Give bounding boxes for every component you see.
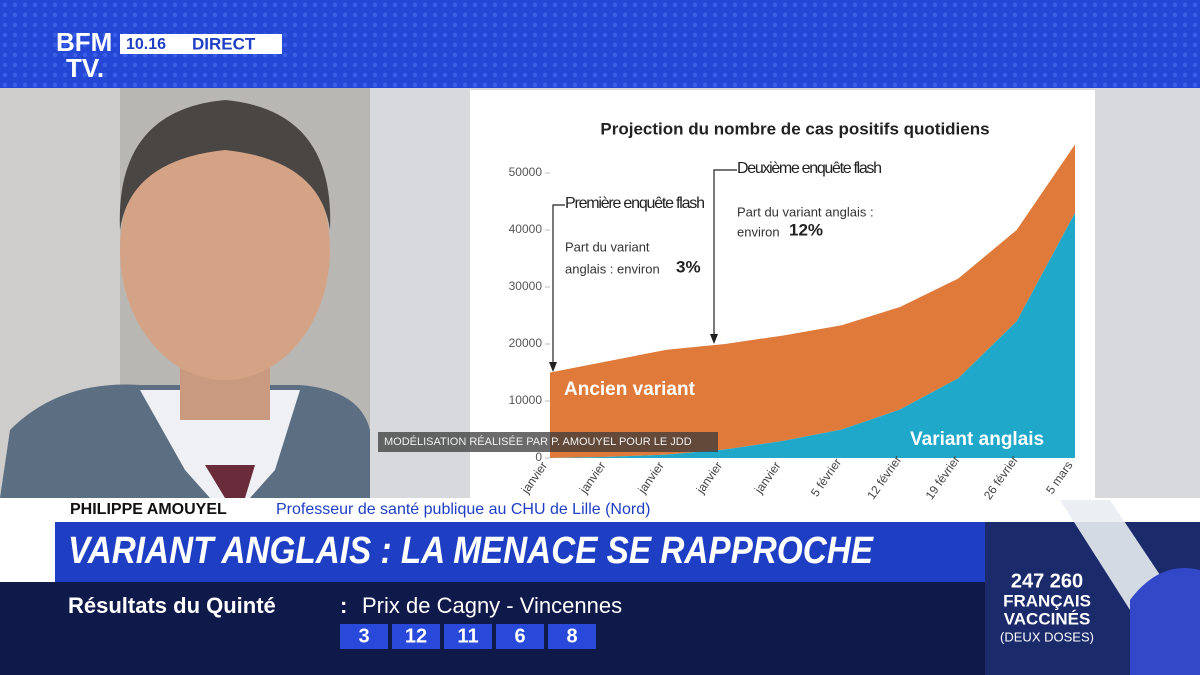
number-box (548, 624, 596, 649)
number-box (444, 624, 492, 649)
live-badge (120, 34, 282, 54)
number-box (496, 624, 544, 649)
headline-bar (55, 522, 985, 582)
race-number: 8 (566, 625, 577, 647)
vial (1060, 500, 1170, 610)
ticker-bar (0, 582, 985, 675)
status: DIRECT (192, 34, 256, 53)
caption: MODÉLISATION RÉALISÉE PAR P. AMOUYEL POU… (384, 435, 692, 448)
arrow-head (710, 334, 718, 344)
race-number: 11 (457, 625, 478, 647)
hair (119, 100, 331, 230)
ticker-race: Prix de Cagny - Vincennes (362, 593, 622, 618)
annotation-share: 3% (676, 257, 701, 276)
series-label: Ancien variant (564, 379, 696, 400)
number-box (392, 624, 440, 649)
area (550, 212, 1075, 458)
race-number: 12 (405, 625, 427, 647)
arrow-head (549, 362, 557, 372)
counter-value: 247 260 (1011, 570, 1083, 592)
y-tick-label: 20000 (509, 336, 543, 350)
guest-name: PHILIPPE AMOUYEL (70, 501, 227, 518)
annotation-arrow (713, 169, 737, 342)
glove (1130, 568, 1200, 675)
annotation-arrow (552, 204, 565, 370)
ticker-separator: : (340, 593, 347, 618)
area (550, 144, 1075, 458)
chart-title: Projection du nombre de cas positifs quo… (600, 119, 989, 138)
annotation-title: Deuxième enquête flash (737, 160, 882, 177)
name-strip (60, 498, 715, 522)
logo-bottom: TV. (66, 53, 104, 83)
annotation-text: environ (737, 224, 780, 239)
ticker-label: Résultats du Quinté (68, 593, 276, 618)
y-tick-label: 40000 (509, 222, 543, 236)
series-label: Variant anglais (910, 429, 1044, 450)
headline: VARIANT ANGLAIS : LA MENACE SE RAPPROCHE (68, 530, 874, 572)
logo-top: BFM (56, 27, 112, 57)
race-number: 3 (358, 625, 369, 647)
annotation-text: anglais : environ (565, 261, 660, 276)
y-tick-label: 30000 (509, 279, 543, 293)
caption-box (378, 432, 718, 452)
tie (205, 465, 255, 498)
y-tick-label: 50000 (509, 165, 543, 179)
counter-line: (DEUX DOSES) (1000, 629, 1094, 644)
annotation-title: Première enquête flash (565, 195, 705, 212)
y-tick-label: 0 (535, 450, 542, 464)
annotation-text: Part du variant anglais : (737, 204, 874, 219)
annotation-text: Part du variant (565, 239, 650, 254)
number-box (340, 624, 388, 649)
y-tick-label: 10000 (509, 393, 543, 407)
race-number: 6 (514, 625, 525, 647)
face (120, 120, 330, 380)
race-numbers: 3 12 11 6 8 (340, 624, 596, 649)
time: 10.16 (126, 36, 166, 53)
annotation-share: 12% (789, 220, 823, 239)
counter-line: FRANÇAIS (1003, 591, 1091, 610)
counter-line: VACCINÉS (1004, 609, 1091, 628)
guest-role: Professeur de santé publique au CHU de L… (276, 501, 650, 518)
